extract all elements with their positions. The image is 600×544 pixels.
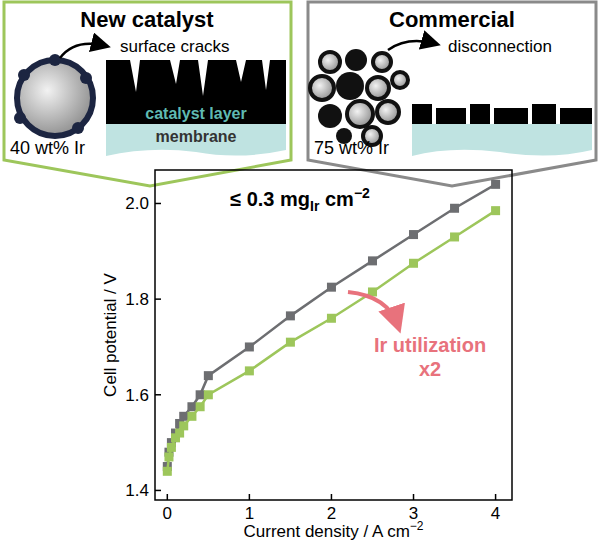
marker (204, 371, 213, 380)
plot-frame (155, 170, 512, 500)
marker (327, 283, 336, 292)
x-tick (167, 494, 169, 500)
y-tick-label: 1.4 (125, 481, 149, 500)
graphic: New catalyst surface cracks catalyst layer… (0, 0, 600, 544)
series-line (167, 184, 495, 466)
marker (286, 338, 295, 347)
particle (345, 49, 367, 71)
marker (286, 311, 295, 320)
label: membrane (156, 128, 237, 145)
panel-title: Commercial (389, 7, 515, 32)
x-tick-label: 0 (163, 504, 172, 523)
x-tick-label: 4 (491, 504, 500, 523)
x-tick (331, 494, 333, 500)
y-tick-label: 1.6 (125, 386, 149, 405)
marker (196, 390, 205, 399)
y-tick-label: 1.8 (125, 290, 149, 309)
particle (17, 60, 93, 136)
x-tick (495, 494, 497, 500)
marker (163, 467, 172, 476)
annotation-arrow (348, 292, 398, 326)
catalyst-fragment (412, 104, 432, 124)
catalyst-layer (106, 60, 286, 124)
x-tick (249, 494, 251, 500)
y-tick-label: 2.0 (125, 194, 149, 213)
new-catalyst-panel: New catalyst surface cracks catalyst layer… (4, 2, 291, 186)
y-axis-label: Cell potential / V (101, 272, 120, 396)
particle-bump (18, 69, 30, 81)
marker (164, 452, 173, 461)
x-axis-label: Current density / A cm−2 (244, 519, 424, 541)
x-tick-label: 2 (327, 504, 336, 523)
marker (245, 366, 254, 375)
particle (310, 76, 334, 100)
y-tick (155, 490, 161, 492)
particle (367, 77, 389, 99)
text-part: −2 (410, 519, 424, 533)
catalyst-fragment (470, 104, 490, 124)
catalyst-fragment (532, 104, 556, 124)
arrow (388, 41, 436, 50)
catalyst-fragment (560, 108, 592, 124)
marker (450, 232, 459, 241)
label: surface cracks (120, 37, 230, 56)
label: catalyst layer (145, 105, 246, 122)
arrow (60, 44, 106, 58)
label: disconnection (448, 37, 552, 56)
panel-title: New catalyst (80, 7, 214, 32)
particle-bump (14, 112, 26, 124)
particle (373, 53, 391, 71)
chart: 012341.41.61.82.0Current density / A cm−… (101, 170, 512, 541)
marker (245, 342, 254, 351)
commercial-panel: Commercial disconnection 75 wt% Ir (308, 2, 596, 186)
text-part: −2 (354, 185, 370, 201)
data-layer (163, 180, 500, 476)
particle-bump (72, 122, 84, 134)
catalyst-fragment (494, 108, 528, 124)
marker (409, 259, 418, 268)
text-part: ≤ 0.3 mg (230, 188, 310, 210)
annotation: ≤ 0.3 mgIr cm−2 (230, 185, 370, 214)
particle (392, 72, 408, 88)
catalyst-fragment (436, 108, 466, 124)
y-tick (155, 394, 161, 396)
label: 40 wt% Ir (10, 138, 85, 158)
marker (196, 402, 205, 411)
membrane (106, 124, 286, 156)
x-tick (413, 494, 415, 500)
membrane (412, 124, 592, 156)
marker (409, 230, 418, 239)
marker (368, 256, 377, 265)
marker (204, 390, 213, 399)
marker (167, 443, 176, 452)
y-tick (155, 203, 161, 205)
panel-frame (308, 2, 596, 186)
particle (318, 104, 342, 128)
marker (187, 412, 196, 421)
marker (491, 206, 500, 215)
label: 75 wt% Ir (314, 138, 389, 158)
particle-bump (80, 72, 92, 84)
particle (336, 72, 364, 100)
x-tick-label: 1 (245, 504, 254, 523)
panel-frame (4, 2, 291, 186)
particle (347, 101, 373, 127)
marker (450, 204, 459, 213)
text-part: Current density / A cm (244, 522, 410, 541)
marker (179, 412, 188, 421)
marker (187, 402, 196, 411)
text-part: cm (319, 188, 353, 210)
y-tick (155, 298, 161, 300)
annotation: x2 (419, 358, 441, 380)
marker (491, 180, 500, 189)
annotation: Ir utilization (374, 334, 486, 356)
marker (327, 314, 336, 323)
series-line (167, 211, 495, 472)
particle (320, 52, 340, 72)
marker (179, 421, 188, 430)
particle (377, 101, 399, 123)
particle-bump (49, 54, 61, 66)
